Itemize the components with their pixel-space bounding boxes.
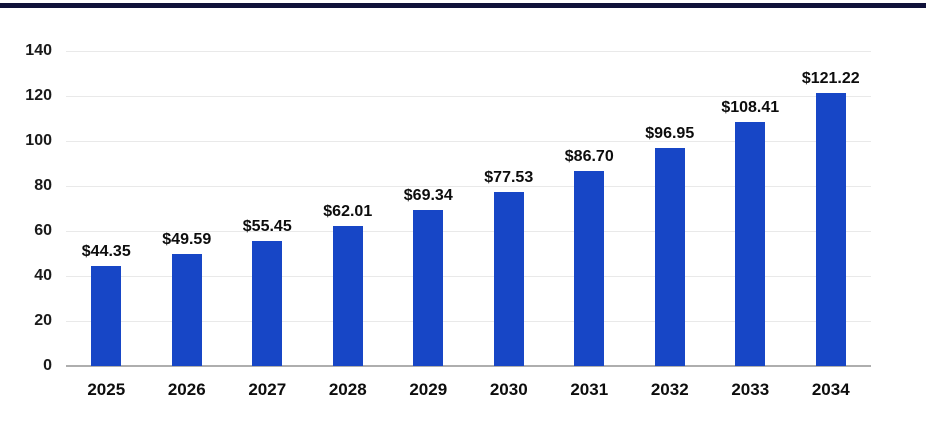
bar	[252, 241, 283, 366]
gridline	[66, 276, 871, 277]
bar	[91, 266, 122, 366]
x-axis-baseline	[66, 365, 871, 367]
x-axis-label: 2030	[489, 380, 528, 399]
bar	[171, 254, 202, 366]
gridline	[66, 186, 871, 187]
y-axis-tick-label: 20	[34, 312, 52, 329]
bar-value-label: $62.01	[323, 203, 373, 220]
bar-column: $55.45	[227, 51, 308, 366]
bar-value-label: $55.45	[242, 218, 292, 235]
y-axis-tick-label: 80	[34, 177, 52, 194]
bar	[815, 93, 846, 366]
bar	[574, 171, 605, 366]
chart-area: 0 20 40 60 80 100 120 140 $44.35 $49.59 $55.45 $62…	[0, 42, 926, 374]
x-axis-label: 2033	[731, 380, 770, 399]
bar-column: $44.35	[66, 51, 147, 366]
y-axis-tick-label: 60	[34, 222, 52, 239]
y-axis: 0 20 40 60 80 100 120 140	[0, 42, 52, 374]
bar	[413, 210, 444, 366]
y-axis-tick-label: 140	[25, 42, 52, 59]
gridline	[66, 231, 871, 232]
bar-value-label: $121.22	[801, 70, 860, 87]
x-axis: 2025 2026 2027 2028 2029 2030 2031 2032 2033 2034	[66, 380, 871, 402]
bar-column: $108.41	[710, 51, 791, 366]
bar-value-label: $77.53	[484, 169, 534, 186]
x-axis-label: 2025	[87, 380, 126, 399]
top-border-line	[0, 3, 926, 8]
bar	[735, 122, 766, 366]
bar-value-label: $108.41	[721, 99, 780, 116]
plot-area: $44.35 $49.59 $55.45 $62.01 $69.34 $77.53 $86.…	[66, 51, 872, 367]
bar	[493, 192, 524, 366]
y-axis-tick-label: 100	[25, 132, 52, 149]
bar-column: $62.01	[308, 51, 389, 366]
x-axis-label: 2031	[570, 380, 609, 399]
bar-column: $96.95	[630, 51, 711, 366]
bar-column: $49.59	[147, 51, 228, 366]
bar	[654, 148, 685, 366]
x-axis-label: 2026	[167, 380, 206, 399]
bar-value-label: $86.70	[564, 148, 614, 165]
bar	[332, 226, 363, 366]
gridline	[66, 321, 871, 322]
bar-column: $69.34	[388, 51, 469, 366]
y-axis-tick-label: 40	[34, 267, 52, 284]
x-axis-label: 2032	[650, 380, 689, 399]
bar-column: $121.22	[791, 51, 872, 366]
bar-value-label: $69.34	[403, 187, 453, 204]
x-axis-label: 2034	[811, 380, 850, 399]
x-axis-label: 2029	[409, 380, 448, 399]
bar-value-label: $96.95	[645, 125, 695, 142]
x-axis-label: 2028	[328, 380, 367, 399]
x-axis-label: 2027	[248, 380, 287, 399]
gridline	[66, 96, 871, 97]
bar-column: $86.70	[549, 51, 630, 366]
bar-value-label: $49.59	[162, 231, 212, 248]
gridline	[66, 141, 871, 142]
bar-column: $77.53	[469, 51, 550, 366]
bar-value-label: $44.35	[81, 243, 131, 260]
y-axis-tick-label: 0	[43, 357, 52, 374]
gridline	[66, 51, 871, 52]
y-axis-tick-label: 120	[25, 87, 52, 104]
